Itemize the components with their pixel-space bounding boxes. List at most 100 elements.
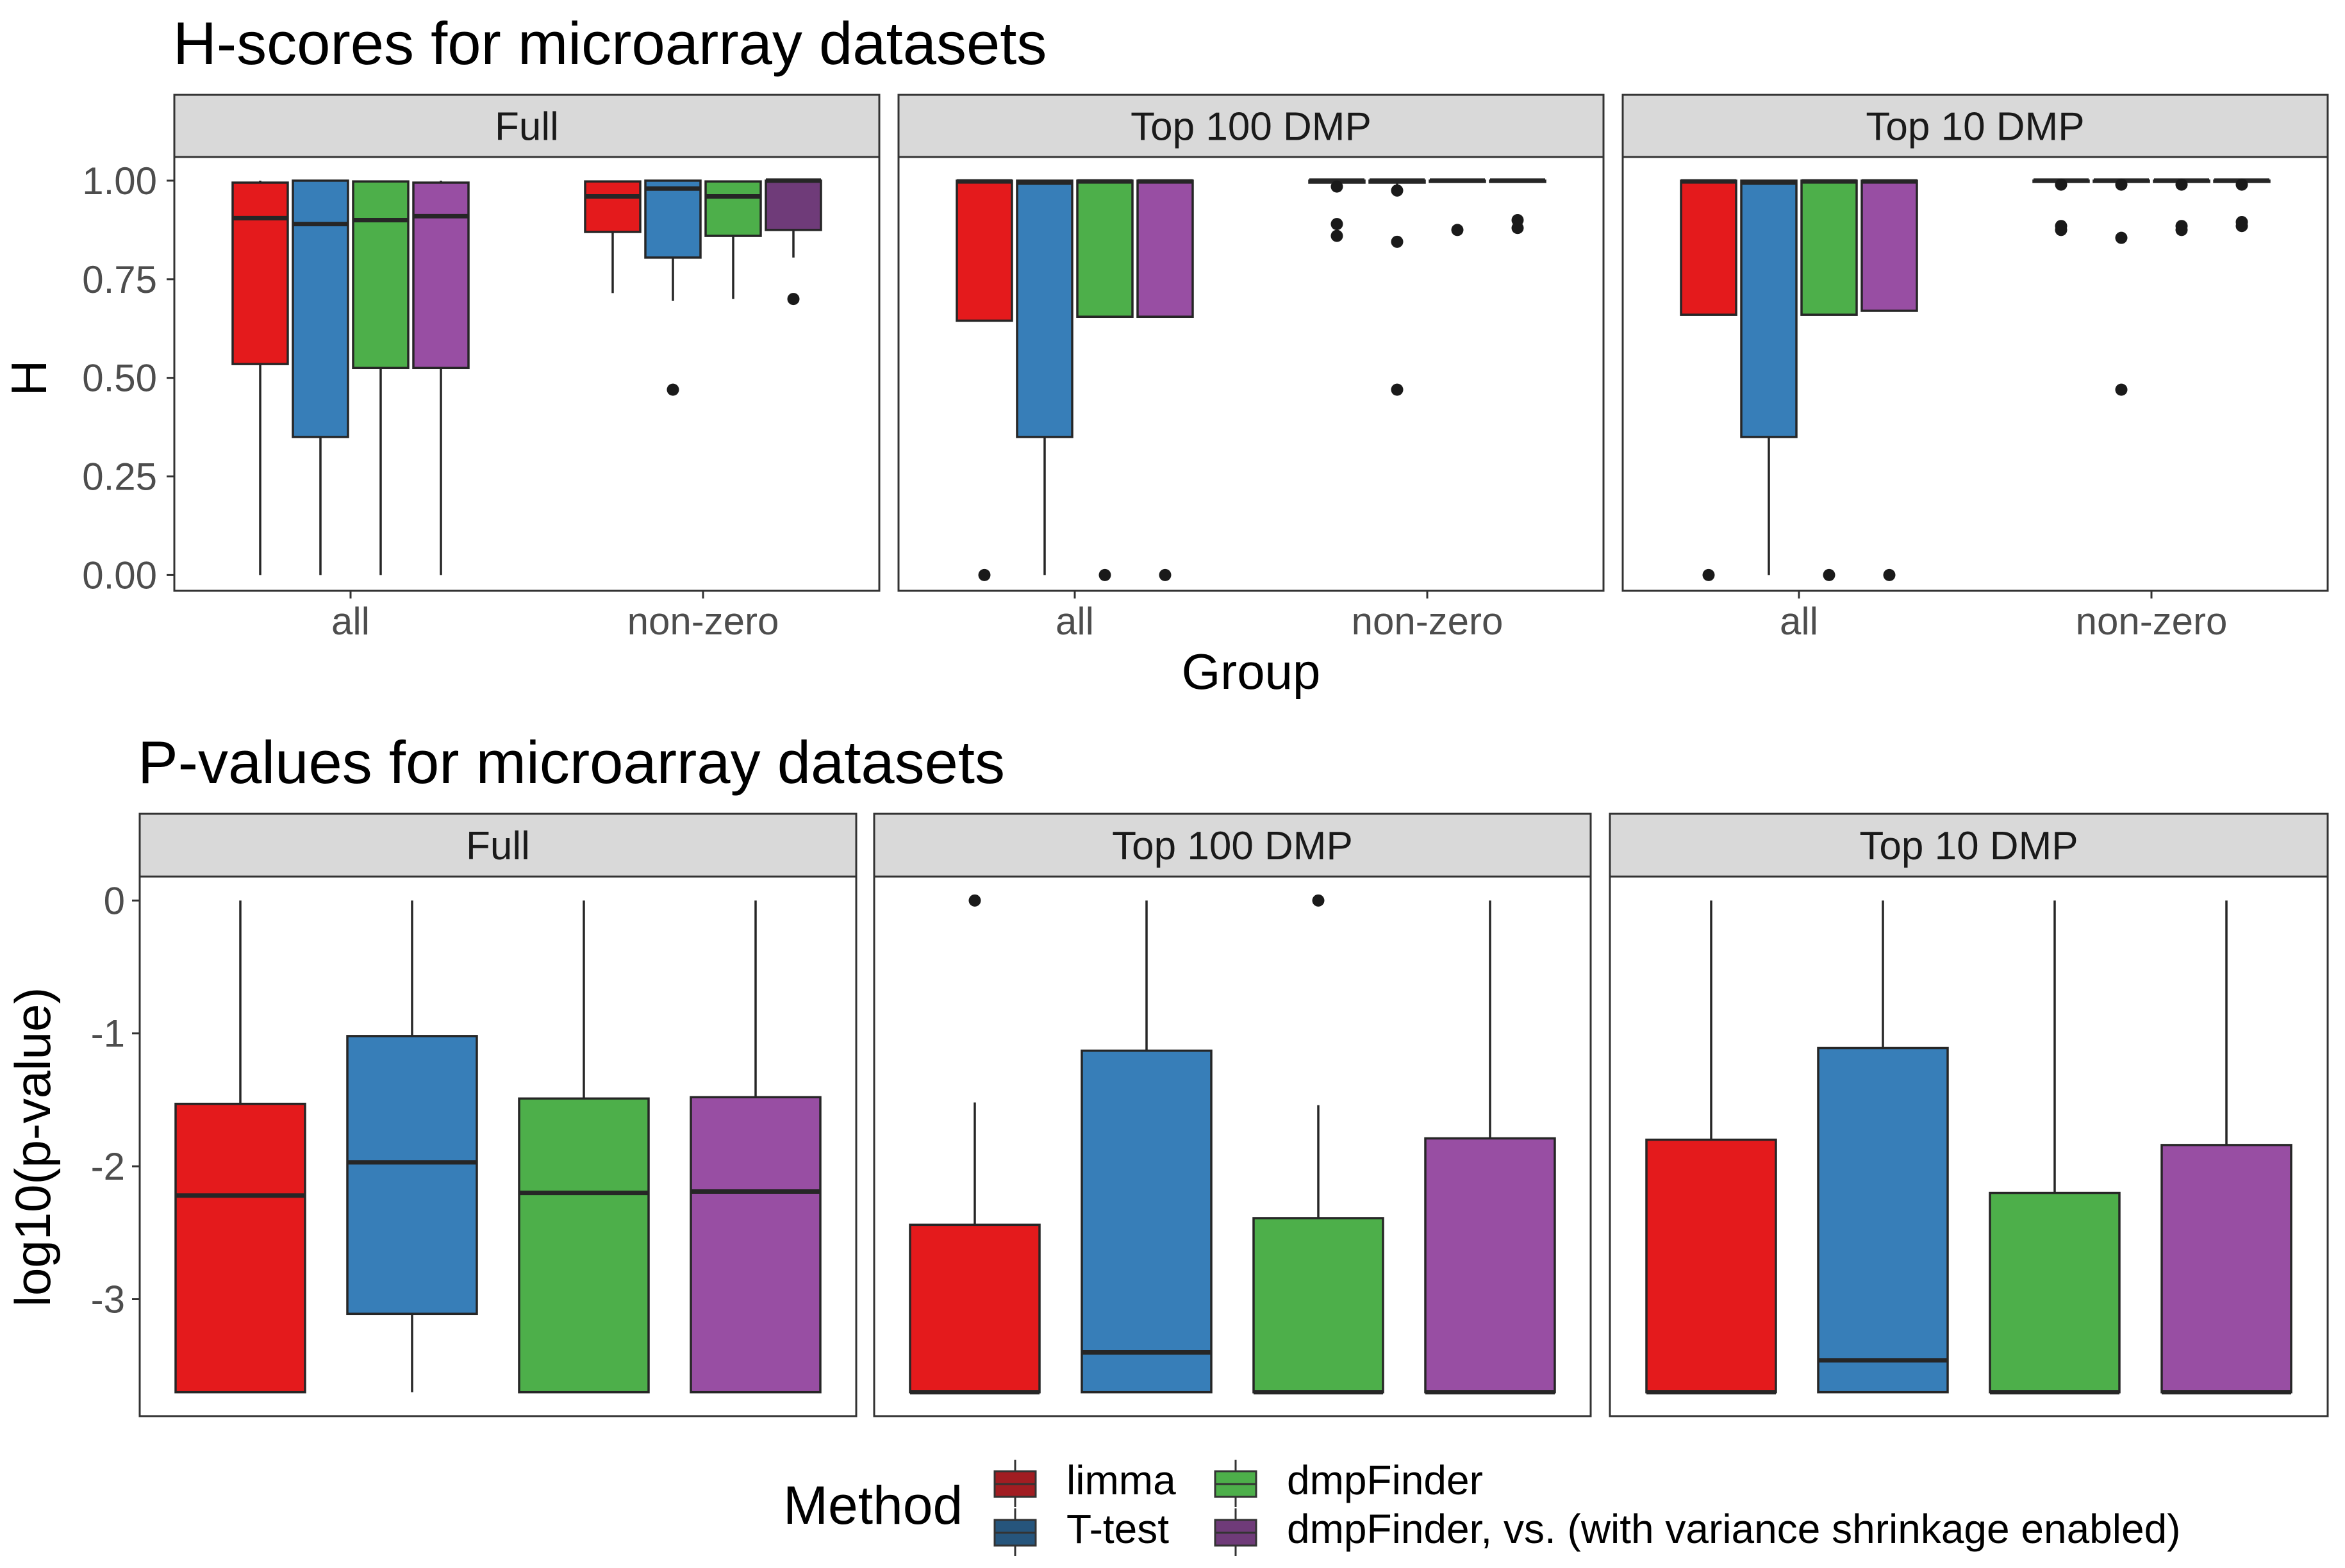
box-iqr [231, 181, 289, 365]
box-iqr [412, 181, 470, 370]
box-iqr [1252, 1217, 1384, 1394]
outlier-point [1451, 224, 1464, 236]
box-iqr [1081, 1049, 1213, 1394]
strip-label: Top 100 DMP [1131, 105, 1371, 149]
outlier-point [2175, 224, 2188, 236]
box-iqr [1989, 1191, 2121, 1394]
box-dmpfinder-all [352, 180, 410, 575]
outlier-point [2235, 178, 2248, 191]
box-dmpfinder-vs-with-variance-shrinkage-enabled [2160, 900, 2292, 1395]
panel-top-10-dmp: Top 10 DMP [1609, 813, 2329, 1417]
legend-item-dmpfinder-vs-with-variance-shrinkage-enabled: dmpFinder, vs. (with variance shrinkage … [1214, 1506, 2180, 1556]
strip-background [897, 94, 1605, 158]
outlier-point [1330, 229, 1343, 242]
panel-top-100-dmp: Top 100 DMP [873, 813, 1592, 1417]
outlier-point [2055, 178, 2067, 191]
box-limma [174, 900, 306, 1394]
box-iqr [584, 180, 642, 233]
box-iqr [2160, 1144, 2292, 1394]
box-iqr [1740, 179, 1798, 438]
box-iqr [518, 1097, 650, 1394]
outlier-point [1159, 568, 1172, 581]
strip-background [138, 813, 858, 878]
outlier-point [2115, 383, 2128, 396]
box-iqr [1800, 179, 1858, 316]
outlier-point [1511, 222, 1524, 235]
p-values-chart: P-values for microarray datasets 0 -1 -2 -3 l… [4, 729, 2329, 1417]
box-iqr [1645, 1138, 1777, 1394]
y-tick-label: -1 [91, 1012, 125, 1055]
box-iqr [1860, 179, 1918, 312]
strip-background [1621, 94, 2329, 158]
legend-label: dmpFinder, vs. (with variance shrinkage … [1287, 1506, 2180, 1552]
y-axis-title: log10(p-value) [4, 987, 61, 1307]
outlier-point [1098, 568, 1111, 581]
box-dmpfinder-vs-with-variance-shrinkage-enabled-non-zero [765, 178, 822, 306]
x-tick-label: all [1780, 600, 1818, 643]
box-t-test-non-zero [644, 179, 702, 396]
outlier-point [1823, 568, 1835, 581]
outlier-point [1702, 568, 1715, 581]
h-scores-chart: H-scores for microarray datasets 0.00 0.25… [1, 10, 2329, 700]
outlier-point [2175, 178, 2188, 191]
box-iqr [765, 179, 822, 231]
legend-item-limma: limma [993, 1457, 1176, 1507]
panel-full: Full [138, 813, 858, 1417]
strip-label: Top 100 DMP [1112, 824, 1353, 868]
legend-label: dmpFinder [1287, 1457, 1483, 1503]
box-limma-non-zero [1308, 178, 1366, 242]
strip-background [1609, 813, 2329, 878]
box-limma-all [1680, 179, 1737, 581]
box-limma-non-zero [2032, 178, 2090, 236]
box-t-test [1817, 900, 1949, 1394]
outlier-point [787, 293, 800, 306]
y-axis-title: H [1, 360, 57, 396]
outlier-point [1391, 184, 1404, 197]
y-tick-label: 0.50 [82, 357, 157, 400]
box-dmpfinder-non-zero [704, 180, 762, 299]
x-tick-label: all [1056, 600, 1094, 643]
y-tick-label: -2 [91, 1145, 125, 1188]
box-dmpfinder-vs-with-variance-shrinkage-enabled-non-zero [2213, 178, 2271, 233]
outlier-point [1312, 894, 1325, 907]
box-dmpfinder-vs-with-variance-shrinkage-enabled-all [1136, 179, 1194, 581]
box-iqr [690, 1096, 822, 1394]
y-tick-label: 0.00 [82, 554, 157, 597]
box-dmpfinder-vs-with-variance-shrinkage-enabled-all [412, 180, 470, 575]
chart-title: P-values for microarray datasets [138, 729, 1005, 796]
box-iqr [1817, 1046, 1949, 1394]
outlier-point [978, 568, 991, 581]
box-limma-non-zero [584, 180, 642, 293]
box-iqr [1136, 179, 1194, 318]
box-iqr [1016, 179, 1073, 438]
box-dmpfinder-non-zero [2153, 178, 2210, 236]
panel-full: Full all non-zero [173, 94, 881, 643]
y-tick-label: -3 [91, 1278, 125, 1321]
box-limma [909, 894, 1041, 1395]
box-t-test-all [1016, 179, 1073, 575]
strip-background [173, 94, 881, 158]
box-dmpfinder-all [1800, 179, 1858, 581]
legend-title: Method [783, 1475, 963, 1535]
x-tick-label: all [331, 600, 370, 643]
y-tick-label: 0.75 [82, 258, 157, 301]
x-axis-title: Group [1182, 643, 1321, 700]
strip-label: Full [466, 824, 530, 868]
legend-label: T-test [1066, 1506, 1169, 1552]
box-t-test [1081, 900, 1213, 1394]
box-iqr [292, 179, 349, 438]
box-dmpfinder [1989, 900, 2121, 1395]
box-iqr [174, 1102, 306, 1394]
box-t-test-all [292, 179, 349, 575]
box-t-test-non-zero [1368, 178, 1426, 396]
box-dmpfinder-vs-with-variance-shrinkage-enabled [1424, 900, 1556, 1395]
box-t-test-non-zero [2092, 178, 2150, 396]
box-limma-all [956, 179, 1013, 581]
legend-label: limma [1066, 1457, 1176, 1503]
strip-label: Full [495, 105, 559, 149]
outlier-point [2055, 224, 2067, 236]
strip-label: Top 10 DMP [1859, 824, 2078, 868]
outlier-point [1330, 218, 1343, 231]
y-tick-label: 0 [104, 879, 125, 922]
